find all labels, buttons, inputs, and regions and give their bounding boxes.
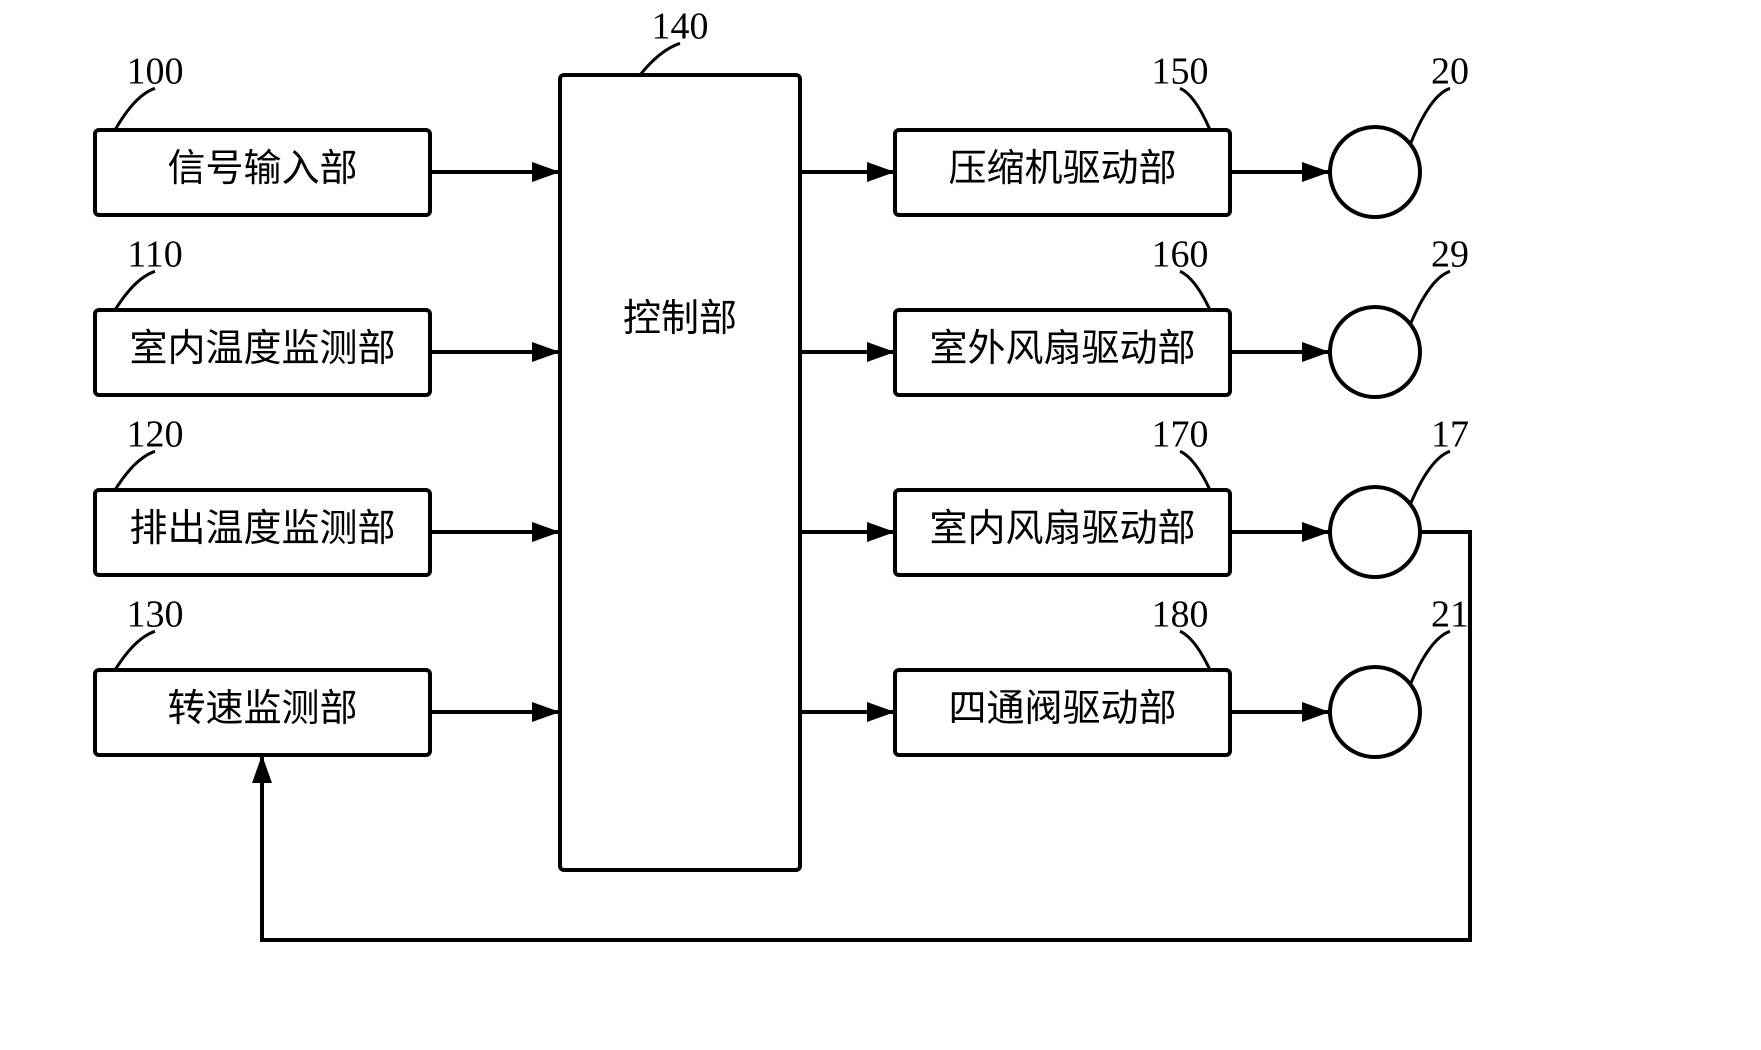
node-in110-ref: 110 xyxy=(127,234,183,276)
node-out170-ref: 170 xyxy=(1152,414,1209,456)
node-ctrl: 控制部 140 xyxy=(560,6,800,870)
node-c17-ref: 17 xyxy=(1431,414,1469,456)
node-out170: 室内风扇驱动部 170 xyxy=(895,414,1230,575)
node-c20: 20 xyxy=(1330,51,1469,217)
node-out150-label: 压缩机驱动部 xyxy=(948,148,1176,190)
node-c21: 21 xyxy=(1330,594,1469,757)
node-out160-label: 室外风扇驱动部 xyxy=(929,328,1195,370)
node-ctrl-label: 控制部 xyxy=(623,298,737,340)
node-out180-label: 四通阀驱动部 xyxy=(948,688,1176,730)
node-out170-label: 室内风扇驱动部 xyxy=(929,508,1195,550)
block-diagram: 信号输入部 100 室内温度监测部 110 排出温度监测部 120 转速监测部 130 控制部 1… xyxy=(0,0,1761,1050)
node-c29: 29 xyxy=(1330,234,1469,397)
node-ctrl-ref: 140 xyxy=(652,6,709,48)
node-out150: 压缩机驱动部 150 xyxy=(895,51,1230,215)
node-in120: 排出温度监测部 120 xyxy=(95,414,430,575)
node-in130-label: 转速监测部 xyxy=(167,688,357,730)
node-c29-ref: 29 xyxy=(1431,234,1469,276)
node-out180-ref: 180 xyxy=(1152,594,1209,636)
node-in110-label: 室内温度监测部 xyxy=(129,328,395,370)
node-in120-label: 排出温度监测部 xyxy=(129,508,395,550)
node-out160: 室外风扇驱动部 160 xyxy=(895,234,1230,395)
node-c20-ref: 20 xyxy=(1431,51,1469,93)
node-in100: 信号输入部 100 xyxy=(95,51,430,215)
node-in120-ref: 120 xyxy=(127,414,184,456)
node-c21-ref: 21 xyxy=(1431,594,1469,636)
node-in130-ref: 130 xyxy=(127,594,184,636)
node-in110: 室内温度监测部 110 xyxy=(95,234,430,395)
node-in100-ref: 100 xyxy=(127,51,184,93)
node-in100-label: 信号输入部 xyxy=(167,148,357,190)
node-out180: 四通阀驱动部 180 xyxy=(895,594,1230,755)
node-out160-ref: 160 xyxy=(1152,234,1209,276)
node-out150-ref: 150 xyxy=(1152,51,1209,93)
node-c17: 17 xyxy=(1330,414,1469,577)
node-in130: 转速监测部 130 xyxy=(95,594,430,755)
